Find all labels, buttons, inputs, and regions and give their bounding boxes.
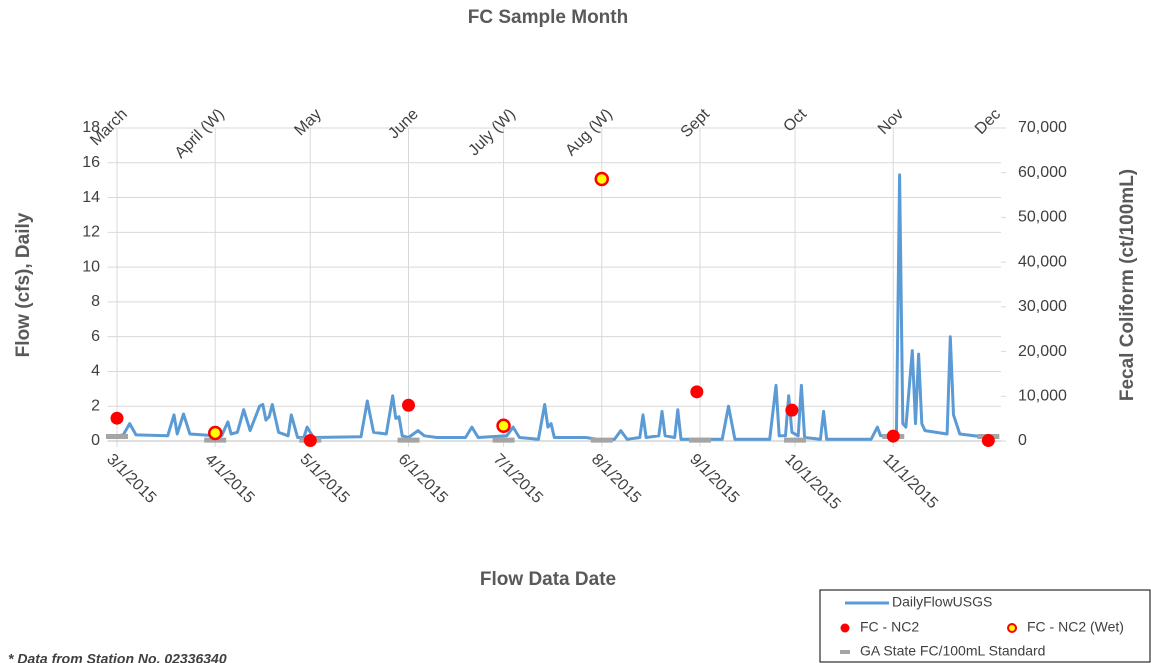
legend-swatch	[1007, 623, 1017, 633]
y2-tick-label: 30,000	[1018, 298, 1067, 315]
y-tick-label: 12	[82, 224, 100, 241]
y-tick-label: 14	[82, 189, 100, 206]
legend-label: FC - NC2 (Wet)	[1027, 619, 1124, 635]
legend-label: GA State FC/100mL Standard	[860, 643, 1045, 659]
fc-point	[207, 425, 223, 441]
y-tick-label: 8	[91, 293, 100, 310]
y-tick-label: 16	[82, 154, 100, 171]
x-tick-label: 5/1/2015	[296, 451, 352, 507]
x2-tick-label: July (W)	[465, 106, 519, 160]
legend: DailyFlowUSGS FC - NC2 FC - NC2 (Wet) GA St…	[819, 589, 1151, 663]
footnote: * Data from Station No. 02336340	[8, 651, 227, 663]
top-axis-title: FC Sample Month	[468, 7, 628, 28]
fc-point	[785, 403, 799, 417]
x-tick-label: 4/1/2015	[201, 451, 257, 507]
flow-line	[116, 173, 998, 442]
legend-label: FC - NC2	[860, 619, 919, 635]
y-tick-label: 10	[82, 258, 100, 275]
x-tick-label: 3/1/2015	[103, 451, 159, 507]
y2-tick-label: 70,000	[1018, 119, 1067, 136]
y2-tick-label: 40,000	[1018, 253, 1067, 270]
y-tick-label: 18	[82, 119, 100, 136]
y2-axis-title: Fecal Coliform (ct/100mL)	[1117, 169, 1138, 401]
x2-tick-label: Aug (W)	[562, 106, 616, 160]
y2-tick-label: 10,000	[1018, 388, 1067, 405]
legend-label: DailyFlowUSGS	[892, 594, 992, 610]
fc-point	[690, 385, 704, 399]
fc-point	[886, 429, 900, 443]
x-tick-label: 8/1/2015	[588, 451, 644, 507]
x-tick-label: 10/1/2015	[781, 451, 843, 513]
y2-tick-label: 0	[1018, 432, 1027, 449]
fc-point	[303, 434, 317, 448]
x-tick-label: 6/1/2015	[395, 451, 451, 507]
y-tick-label: 6	[91, 328, 100, 345]
x-axis-title: Flow Data Date	[480, 569, 616, 590]
fc-point	[402, 398, 416, 412]
x2-tick-label: Sept	[678, 105, 714, 141]
y2-tick-label: 20,000	[1018, 343, 1067, 360]
x-tick-label: 9/1/2015	[686, 451, 742, 507]
legend-swatch	[840, 623, 850, 633]
fc-point	[496, 418, 511, 434]
fc-point	[594, 171, 610, 187]
y2-tick-label: 60,000	[1018, 164, 1067, 181]
fc-point	[981, 434, 995, 448]
x2-tick-label: Dec	[972, 106, 1004, 138]
y2-tick-label: 50,000	[1018, 209, 1067, 226]
y-tick-label: 0	[91, 432, 100, 449]
fc-point	[110, 411, 124, 425]
x-tick-label: 7/1/2015	[490, 451, 546, 507]
y-tick-label: 2	[91, 397, 100, 414]
x-tick-label: 11/1/2015	[879, 451, 941, 513]
x2-tick-label: May	[291, 106, 324, 139]
x2-tick-label: June	[385, 106, 422, 143]
x2-tick-label: Nov	[875, 106, 907, 138]
y-tick-label: 4	[91, 363, 100, 380]
y-axis-title: Flow (cfs), Daily	[13, 212, 34, 357]
x2-tick-label: April (W)	[172, 106, 228, 162]
x2-tick-label: Oct	[780, 105, 810, 135]
